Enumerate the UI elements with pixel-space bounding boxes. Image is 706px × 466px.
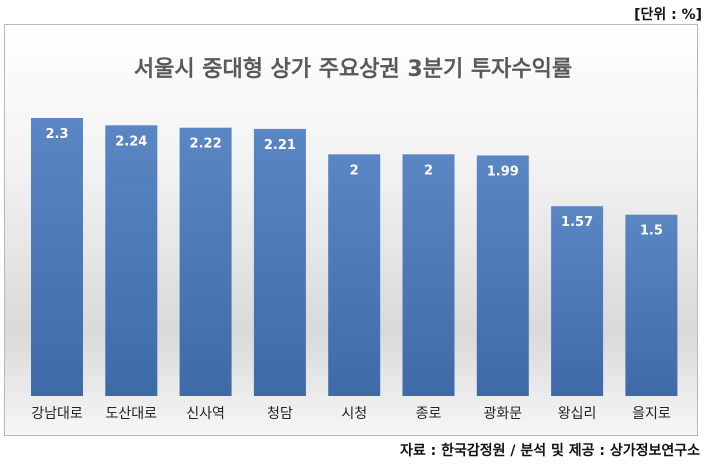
category-label: 을지로 [632, 406, 671, 422]
bar-시청 [328, 154, 381, 396]
value-label: 1.57 [561, 215, 593, 230]
value-label: 2.21 [264, 138, 296, 153]
category-label: 강남대로 [31, 406, 83, 422]
bar-을지로 [625, 214, 678, 396]
bar-왕십리 [551, 206, 604, 396]
category-label: 도산대로 [106, 406, 158, 422]
category-label: 시청 [341, 406, 367, 422]
value-label: 2 [424, 163, 433, 178]
category-label: 신사역 [186, 406, 225, 422]
value-label: 2 [350, 163, 359, 178]
value-label: 1.99 [487, 165, 519, 180]
category-label: 광화문 [483, 406, 522, 422]
bar-신사역 [179, 127, 232, 396]
bar-강남대로 [31, 118, 83, 396]
category-label: 청담 [267, 406, 293, 422]
chart-title: 서울시 중대형 상가 주요상권 3분기 투자수익률 [134, 57, 572, 82]
bar-청담 [253, 128, 306, 396]
category-label: 종로 [416, 406, 442, 422]
bar-광화문 [476, 155, 529, 396]
value-label: 2.22 [190, 137, 222, 152]
bars-layer: 2.3 강남대로 2.24 도산대로 2.22 신사역 2.21 청담 2 시청 2 종로 1.99 광화… [31, 118, 678, 422]
value-label: 2.24 [115, 134, 147, 149]
bar-도산대로 [105, 125, 158, 397]
source-label: 자료 : 한국감정원 / 분석 및 제공 : 상가정보연구소 [399, 443, 700, 459]
category-label: 왕십리 [558, 406, 597, 422]
value-label: 2.3 [45, 127, 68, 142]
value-label: 1.5 [640, 224, 663, 239]
bar-종로 [402, 154, 455, 396]
unit-label: [단위 : %] [634, 7, 702, 23]
